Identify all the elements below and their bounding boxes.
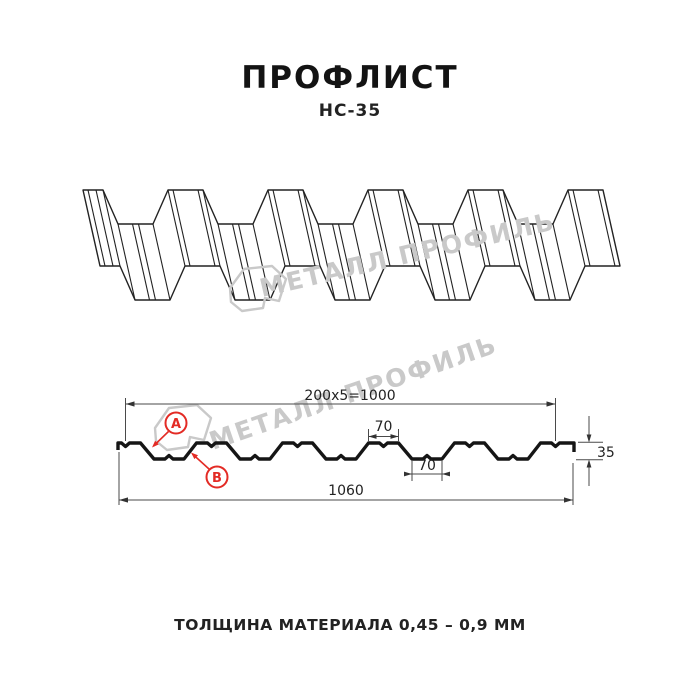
dim-label-overall-width: 1060 (328, 483, 364, 499)
callout-marker-a: A (152, 411, 188, 448)
cross-section-profile-line (116, 441, 576, 461)
metall-profil-logo-icon (228, 264, 288, 313)
marker-b-label: B (212, 471, 222, 486)
dim-label-bottom-flange: 70 (418, 458, 436, 474)
metall-profil-logo-icon (153, 403, 213, 452)
dimension-overall-width: 1060 (118, 452, 574, 505)
material-thickness-note: ТОЛЩИНА МАТЕРИАЛА 0,45 – 0,9 ММ (174, 616, 526, 634)
marker-a-label: A (171, 417, 181, 432)
dimension-bottom-flange: 70 (404, 458, 450, 481)
dimension-rib-pitch: 200x5=1000 (125, 388, 556, 441)
profile-model-label: НС-35 (318, 101, 382, 121)
callout-marker-b: B (191, 452, 229, 489)
dim-label-profile-height: 35 (597, 445, 615, 461)
dimension-profile-height: 35 (576, 416, 615, 486)
dim-label-top-flange: 70 (375, 419, 393, 435)
dimension-top-flange: 70 (368, 419, 399, 441)
sheet-3d-view (82, 189, 621, 301)
dim-label-rib-pitch: 200x5=1000 (304, 388, 395, 404)
page-title: ПРОФЛИСТ (241, 60, 459, 96)
